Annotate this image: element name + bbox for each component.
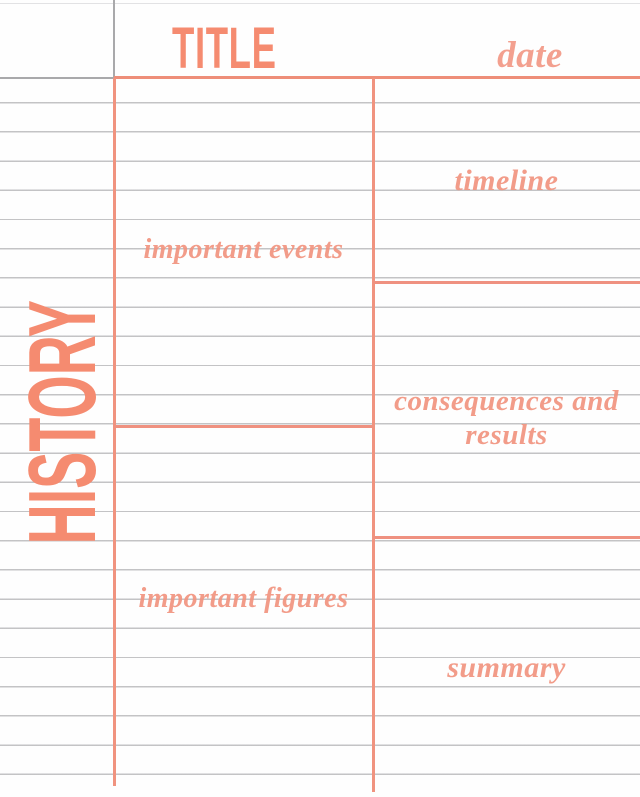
subject-label: HISTORY bbox=[9, 299, 116, 545]
important-figures-label: important figures bbox=[138, 583, 349, 614]
summary-label: summary bbox=[447, 651, 566, 684]
important-events-label: important events bbox=[143, 234, 344, 265]
header-divider-line bbox=[114, 76, 640, 79]
consequences-and-results-label: consequences and results bbox=[394, 385, 619, 451]
consequences-summary-divider-line bbox=[373, 536, 640, 539]
date-label: date bbox=[497, 35, 563, 76]
timeline-label: timeline bbox=[454, 164, 559, 197]
left-column-divider-line bbox=[112, 78, 116, 786]
middle-column-divider-line bbox=[371, 78, 375, 792]
header-line-left-segment bbox=[0, 77, 114, 79]
timeline-consequences-divider-line bbox=[373, 281, 640, 284]
title-heading: TITLE bbox=[172, 16, 277, 81]
ruled-lines bbox=[0, 102, 640, 797]
subject-sidebar: HISTORY bbox=[9, 286, 116, 558]
events-figures-divider-line bbox=[114, 425, 373, 428]
top-ruled-line bbox=[0, 3, 640, 4]
left-margin-line-top bbox=[113, 0, 115, 78]
